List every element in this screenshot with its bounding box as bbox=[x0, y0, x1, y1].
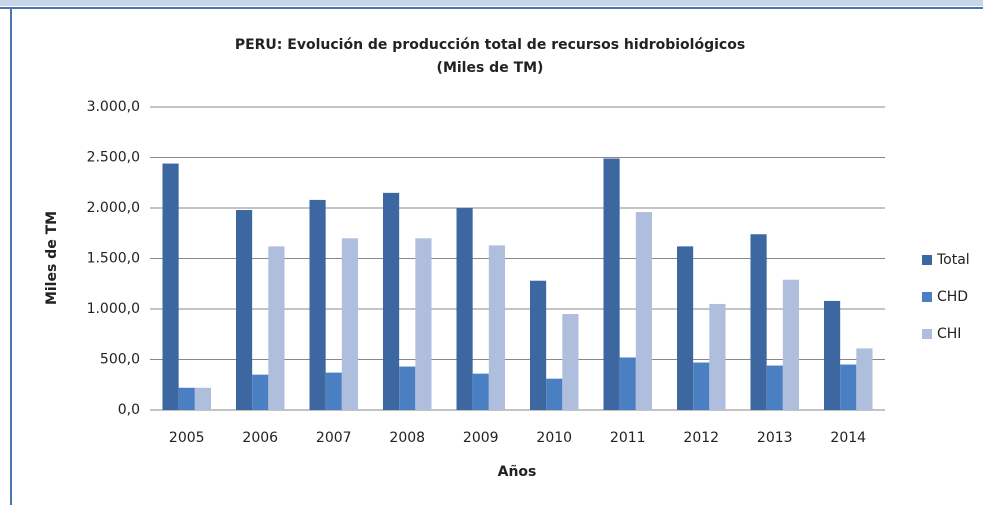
legend-label: CHD bbox=[937, 289, 968, 305]
bar bbox=[162, 163, 179, 410]
bar bbox=[472, 373, 489, 410]
y-tick-label: 2.500,0 bbox=[87, 150, 140, 166]
bar bbox=[840, 364, 857, 410]
top-bar bbox=[0, 0, 983, 6]
bar bbox=[782, 279, 800, 410]
bar bbox=[562, 314, 579, 410]
bar bbox=[268, 246, 285, 410]
x-tick-label: 2013 bbox=[757, 430, 793, 446]
legend-label: CHI bbox=[937, 326, 961, 342]
bar bbox=[635, 212, 653, 410]
bar bbox=[603, 158, 620, 410]
bar bbox=[325, 372, 342, 410]
legend-swatch bbox=[922, 292, 932, 302]
bar bbox=[382, 192, 400, 410]
x-tick-label: 2014 bbox=[830, 430, 866, 446]
chart-subtitle: (Miles de TM) bbox=[437, 60, 544, 76]
y-tick-label: 500,0 bbox=[100, 352, 140, 368]
bar bbox=[676, 246, 694, 410]
bar bbox=[693, 362, 710, 410]
bar bbox=[415, 238, 432, 410]
bar bbox=[709, 303, 726, 410]
x-axis-label: Años bbox=[498, 464, 537, 480]
x-tick-label: 2009 bbox=[463, 430, 499, 446]
x-tick-label: 2005 bbox=[169, 430, 205, 446]
y-tick-label: 1.000,0 bbox=[87, 301, 140, 317]
x-tick-label: 2006 bbox=[242, 430, 278, 446]
chart-title: PERU: Evolución de producción total de r… bbox=[235, 37, 745, 53]
bar bbox=[252, 374, 269, 410]
y-tick-label: 3.000,0 bbox=[87, 99, 140, 115]
x-tick-label: 2012 bbox=[683, 430, 719, 446]
x-tick-label: 2007 bbox=[316, 430, 352, 446]
x-tick-label: 2008 bbox=[389, 430, 425, 446]
legend-swatch bbox=[922, 255, 932, 265]
legend-label: Total bbox=[936, 252, 970, 268]
bar bbox=[766, 365, 783, 410]
bar bbox=[341, 238, 359, 410]
bar bbox=[178, 387, 195, 410]
bar bbox=[194, 387, 212, 410]
bar bbox=[488, 245, 506, 410]
bar bbox=[235, 210, 253, 410]
bar bbox=[546, 378, 563, 410]
x-tick-label: 2011 bbox=[610, 430, 646, 446]
bar bbox=[619, 357, 636, 410]
y-axis-label: Miles de TM bbox=[44, 211, 60, 305]
x-tick-label: 2010 bbox=[536, 430, 572, 446]
bar bbox=[529, 280, 547, 410]
bar bbox=[750, 234, 767, 410]
bar bbox=[456, 208, 473, 410]
legend-swatch bbox=[922, 329, 932, 339]
bar bbox=[399, 366, 416, 410]
bar bbox=[823, 300, 841, 410]
bar bbox=[309, 199, 326, 410]
y-tick-label: 1.500,0 bbox=[87, 251, 140, 267]
y-tick-label: 0,0 bbox=[118, 402, 140, 418]
bar bbox=[856, 348, 873, 410]
y-tick-label: 2.000,0 bbox=[87, 200, 140, 216]
